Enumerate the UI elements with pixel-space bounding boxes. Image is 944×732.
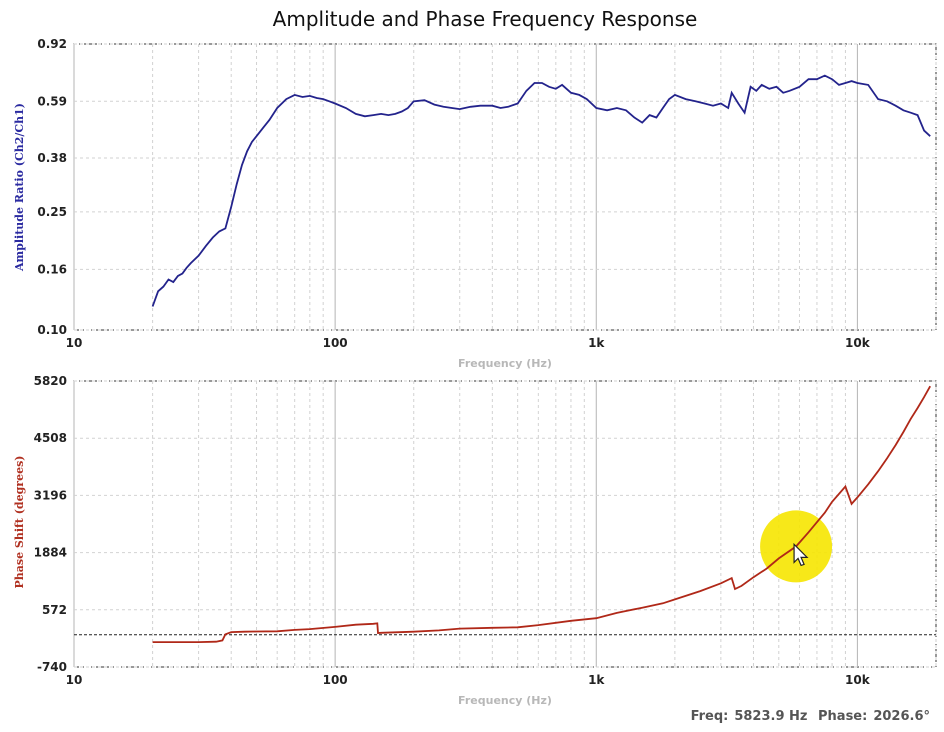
x-tick-label: 10k xyxy=(845,673,871,687)
phase-y-ticks: -740 572 1884 3196 4508 5820 xyxy=(34,374,67,674)
amplitude-plot: 0.10 0.16 0.25 0.38 0.59 0.92 10 100 1k 10k Freq… xyxy=(13,37,937,370)
x-tick-label: 10 xyxy=(66,673,83,687)
y-tick-label: 0.92 xyxy=(37,37,67,51)
y-tick-label: -740 xyxy=(37,660,67,674)
y-tick-label: 572 xyxy=(42,603,67,617)
x-tick-label: 1k xyxy=(588,336,605,350)
mouse-pointer-icon xyxy=(793,542,809,567)
phase-series-line xyxy=(152,385,931,643)
x-tick-label: 10 xyxy=(66,336,83,350)
x-tick-label: 100 xyxy=(323,336,348,350)
freq-label: Freq: xyxy=(690,709,729,724)
x-tick-label: 1k xyxy=(588,673,605,687)
y-tick-label: 1884 xyxy=(34,546,67,560)
phase-value: 2026.6° xyxy=(873,709,930,724)
y-tick-label: 5820 xyxy=(34,374,67,388)
x-tick-label: 10k xyxy=(845,336,871,350)
phase-grid xyxy=(73,380,937,668)
y-tick-label: 3196 xyxy=(34,488,67,502)
phase-y-axis-label: Phase Shift (degrees) xyxy=(13,456,26,589)
y-tick-label: 4508 xyxy=(34,431,67,445)
chart-title: Amplitude and Phase Frequency Response xyxy=(273,7,698,31)
y-tick-label: 0.25 xyxy=(37,205,67,219)
phase-label: Phase: xyxy=(818,709,868,724)
amplitude-y-ticks: 0.10 0.16 0.25 0.38 0.59 0.92 xyxy=(37,37,67,337)
amplitude-plot-area xyxy=(73,43,937,331)
freq-value: 5823.9 Hz xyxy=(734,709,808,724)
x-tick-label: 100 xyxy=(323,673,348,687)
phase-x-ticks: 10 100 1k 10k xyxy=(66,673,871,687)
cursor-readout: Freq: 5823.9 Hz Phase: 2026.6° xyxy=(685,709,930,724)
phase-x-axis-label: Frequency (Hz) xyxy=(458,694,552,707)
y-tick-label: 0.16 xyxy=(37,262,67,276)
amplitude-grid xyxy=(73,43,937,331)
y-tick-label: 0.10 xyxy=(37,323,67,337)
y-tick-label: 0.59 xyxy=(37,94,67,108)
y-tick-label: 0.38 xyxy=(37,151,67,165)
phase-plot: -740 572 1884 3196 4508 5820 10 100 1k 10k Frequ… xyxy=(13,374,937,707)
amplitude-series-line xyxy=(151,74,931,307)
amplitude-x-axis-label: Frequency (Hz) xyxy=(458,357,552,370)
amplitude-y-axis-label: Amplitude Ratio (Ch2/Ch1) xyxy=(13,103,26,272)
amplitude-x-ticks: 10 100 1k 10k xyxy=(66,336,871,350)
